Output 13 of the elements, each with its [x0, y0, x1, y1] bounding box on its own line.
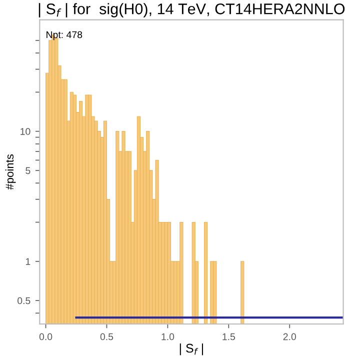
y-tick-label: 5: [26, 167, 30, 174]
y-tick-label: 10: [20, 128, 30, 135]
chart-title: | S$_{f}$ | for sig(H0), 14 TeV, CT14HERA2NNLO: [38, 3, 345, 18]
x-axis-title: | S$_{f}$ |: [180, 343, 203, 356]
x-tick-label: 0.5: [100, 333, 114, 340]
x-tick-label: 1.5: [222, 333, 236, 340]
annotation: Npt: 478: [46, 31, 82, 40]
y-tick-label: 0.5: [18, 297, 30, 304]
y-tick-label: 1: [26, 258, 30, 265]
x-tick-label: 1.0: [162, 333, 174, 340]
x-tick-label: 0.0: [39, 333, 52, 340]
y-axis-title: #points: [5, 154, 16, 190]
x-tick-label: 2.0: [283, 333, 296, 340]
